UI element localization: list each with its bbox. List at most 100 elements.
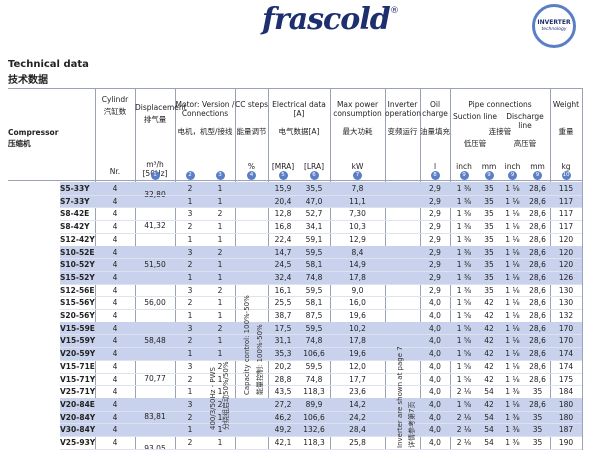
cell: 2 [187,438,193,447]
cell: 3 [187,285,193,295]
cell: 17,8 [349,272,366,282]
cell: 4 [112,311,118,320]
cell: 132,6 [303,425,325,435]
model-name: S15-52Y [60,272,95,282]
cell: 180 [558,412,574,422]
cell: 35 [532,412,543,422]
inverter-badge: INVERTER technology [532,4,576,48]
cell: 46,2 [274,412,292,422]
cell: 1 ⅛ [505,285,520,295]
cell: 54 [484,387,494,397]
cell: 28,6 [529,184,546,193]
cell: 1 ⅝ [456,361,472,371]
cell: 1 ⅜ [456,247,472,257]
displacement: 83,81 [144,411,166,421]
cell: 15,9 [274,184,292,193]
cell: 14,2 [349,399,366,409]
cell: 170 [558,336,574,346]
cell: 35 [484,222,494,232]
cell: 4 [112,374,118,384]
cell: 170 [558,323,574,333]
cell: 174 [558,361,574,371]
cell: 42,1 [274,438,292,447]
cell: 1 [187,425,193,435]
cell: 74,8 [305,272,323,282]
title-en: Technical data [8,59,89,70]
cell: 1 ⅜ [456,272,472,282]
model-name: S15-56Y [60,298,95,308]
cell: 3 [187,323,193,333]
note-marker: 9 [533,171,542,180]
row-rule [60,283,582,285]
cell: 1 ⅛ [505,323,520,333]
cell: 1 [187,234,193,244]
cell: 130 [558,298,574,308]
row-rule [60,410,582,412]
cell: 2,9 [429,247,441,257]
cell: 28,6 [529,399,546,409]
cell: 1 [187,311,193,320]
cell: 1 [217,387,223,397]
cell: 22,4 [274,234,292,244]
cell: 59,5 [305,247,323,257]
unit: % [247,162,256,171]
cell: 3 [187,361,193,371]
cell: 42 [484,399,494,409]
cell: 1 [187,196,193,206]
model-name: S8-42E [60,209,90,219]
cell: 28,6 [529,272,546,282]
displacement: 58,48 [144,335,166,345]
registered-mark: ® [390,6,399,16]
model-name: S7-33Y [60,196,90,206]
cell: 19,6 [349,311,366,320]
cell: 1 ⅜ [456,209,472,219]
cell: 8,4 [351,247,364,257]
cell: 106,6 [303,349,325,359]
cell: 1 ⅜ [456,222,472,232]
cell: 4 [112,184,118,193]
row-rule [60,359,582,361]
cell: 1 [187,272,193,282]
cell: 47,0 [305,196,323,206]
unit: [LRA] [303,162,325,171]
cell: 42 [484,349,494,359]
cell: 52,7 [305,209,323,219]
cell: 115 [558,184,574,193]
cell: 1 ⅛ [505,298,520,308]
rotated-note: Capacity control: 100%-50% [243,295,251,395]
cell: 118,3 [303,387,325,397]
cell: 4,0 [429,425,441,435]
unit: mm [530,162,545,171]
cell: 1 ⅛ [505,311,520,320]
cell: 35,5 [305,184,323,193]
model-name: S8-42Y [60,222,90,232]
cell: 117 [558,209,574,219]
column-header-zh: 电机，机型/接线 [177,127,233,136]
cell: 4,0 [429,412,441,422]
cell: 38,7 [274,311,292,320]
cell: 4 [112,234,118,244]
cell: 16,0 [349,298,366,308]
unit: [MRA] [271,162,295,171]
cell: 1 ⅝ [456,336,472,346]
column-header-zh: 排气量 [143,115,167,124]
cell: 4 [112,361,118,371]
model-name: V15-71Y [60,374,96,384]
model-name: S20-56Y [60,311,95,320]
cell: 4 [112,247,118,257]
cell: 7,8 [351,184,364,193]
cell: 28,6 [529,247,546,257]
cell: 1 [217,311,223,320]
column-header: Electrical data [A] [272,100,326,118]
cell: 28,6 [529,285,546,295]
cell: 1 [217,336,223,346]
cell: 1 ⅝ [456,349,472,359]
cell: 59,1 [305,234,323,244]
cell: 12,9 [349,234,366,244]
cell: 1 ⅝ [456,311,472,320]
cell: 1 ⅛ [505,336,520,346]
cell: 1 ⅛ [505,361,520,371]
cell: 175 [558,374,574,384]
cell: 2 [187,412,193,422]
cell: 1 ⅛ [505,260,520,270]
